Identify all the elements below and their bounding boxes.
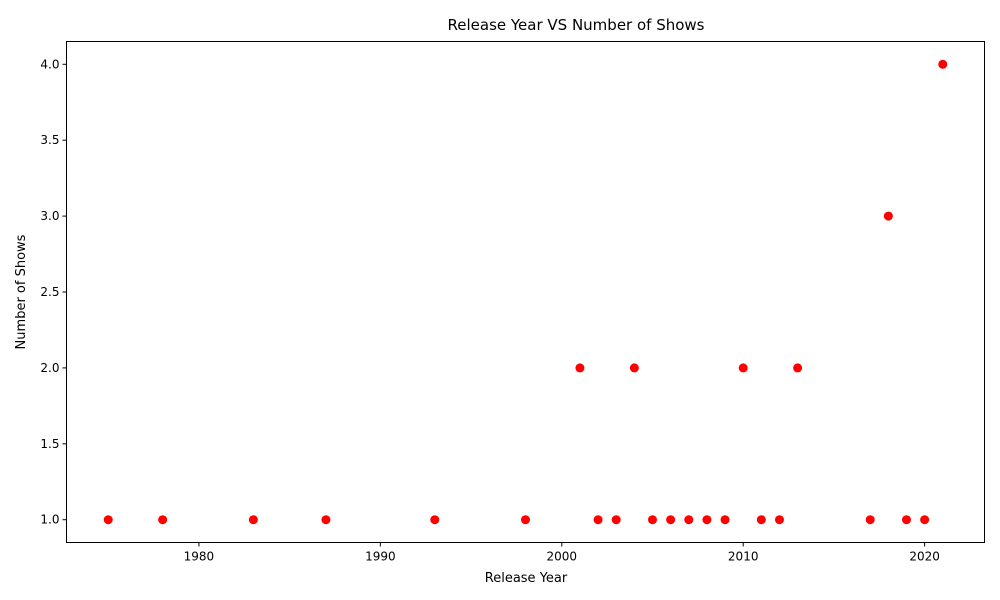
data-point [720,515,730,525]
y-tick-label: 3.5 [40,133,59,147]
y-tick-label: 3.0 [40,209,59,223]
data-point [793,363,803,373]
x-axis: 1980 1990 2000 2010 2020 [184,542,940,564]
data-point [865,515,875,525]
x-axis-label: Release Year [485,571,568,586]
y-tick-label: 2.0 [40,361,59,375]
data-point [774,515,784,525]
y-tick-label: 1.0 [40,513,59,527]
data-point [248,515,258,525]
data-point [684,515,694,525]
data-point [702,515,712,525]
data-point [756,515,766,525]
data-point [647,515,657,525]
x-tick-label: 2000 [547,550,578,564]
data-point [593,515,603,525]
data-point [666,515,676,525]
x-tick-label: 1990 [365,550,396,564]
x-tick-label: 1980 [184,550,215,564]
data-point [321,515,331,525]
data-point [629,363,639,373]
y-tick-label: 2.5 [40,285,59,299]
data-point [938,59,948,69]
data-point [430,515,440,525]
y-tick-label: 4.0 [40,57,59,71]
data-point [920,515,930,525]
y-axis-label: Number of Shows [14,234,29,349]
data-point [611,515,621,525]
y-axis: 1.0 1.5 2.0 2.5 3.0 3.5 4.0 [40,57,67,527]
y-tick-label: 1.5 [40,437,59,451]
data-point [575,363,585,373]
axes-frame [66,41,985,543]
x-tick-label: 2010 [728,550,759,564]
x-tick-label: 2020 [909,550,940,564]
chart-title: Release Year VS Number of Shows [448,16,705,34]
data-point [158,515,168,525]
data-point [738,363,748,373]
data-point [103,515,113,525]
plot-area [103,59,948,525]
data-point [901,515,911,525]
data-point [883,211,893,221]
data-point [521,515,530,525]
